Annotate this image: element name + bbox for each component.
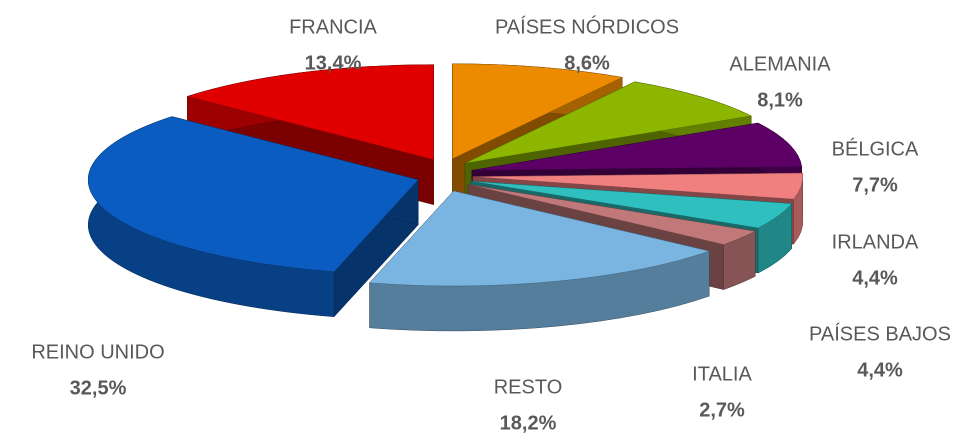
value-label: 4,4%: [852, 267, 898, 289]
slice-top: [186, 64, 434, 160]
slice-label: BÉLGICA: [832, 137, 919, 160]
slice-top: [468, 184, 757, 245]
slice-label: PAÍSES NÓRDICOS: [495, 15, 679, 38]
slice-label: RESTO: [494, 376, 563, 398]
slice-top: [369, 190, 711, 287]
slice-label: FRANCIA: [289, 16, 377, 38]
slice-label: ALEMANIA: [729, 53, 831, 75]
value-label: 8,1%: [757, 89, 803, 111]
value-label: 2,7%: [699, 399, 745, 421]
value-label: 8,6%: [564, 52, 610, 74]
value-label: 32,5%: [70, 377, 127, 399]
slice-label: IRLANDA: [832, 231, 919, 253]
value-label: 4,4%: [857, 359, 903, 381]
slice-top: [470, 180, 793, 229]
slice-label: REINO UNIDO: [31, 341, 164, 363]
slice-label: ITALIA: [692, 363, 752, 385]
slice-label: PAÍSES BAJOS: [809, 322, 951, 345]
slice-top: [464, 81, 752, 164]
value-label: 18,2%: [500, 412, 557, 434]
slice-top: [471, 122, 802, 171]
slice: [369, 190, 711, 332]
value-label: 13,4%: [305, 52, 362, 74]
slice-top: [452, 63, 624, 160]
value-label: 7,7%: [852, 174, 898, 196]
slice-top: [87, 116, 419, 272]
slice-top: [472, 172, 804, 200]
slice: [87, 116, 419, 318]
